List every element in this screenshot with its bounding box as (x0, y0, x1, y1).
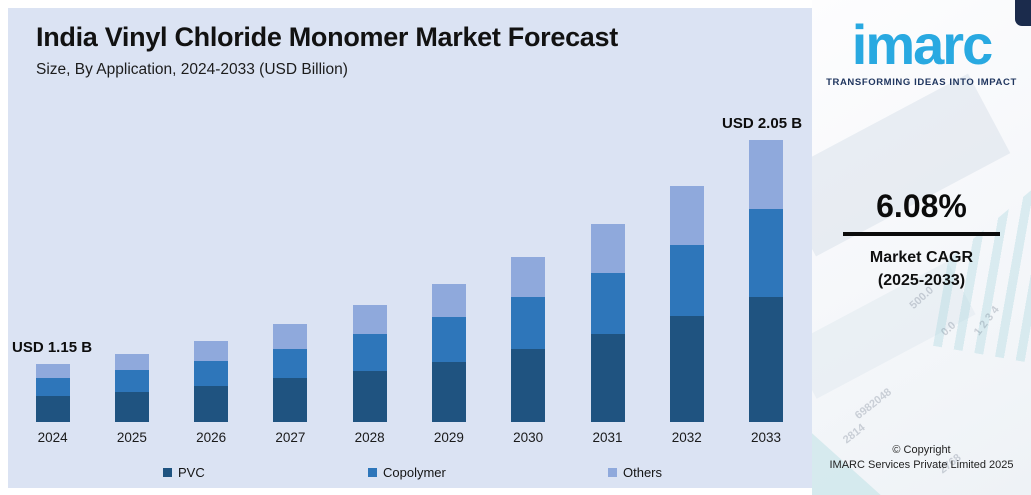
copyright-line2: IMARC Services Private Limited 2025 (829, 458, 1014, 471)
cagr-underline (843, 232, 1000, 236)
imarc-tagline: TRANSFORMING IDEAS INTO IMPACT (826, 76, 1017, 88)
chart-card: India Vinyl Chloride Monomer Market Fore… (8, 8, 812, 488)
cagr-period: (2025-2033) (877, 272, 966, 290)
legend-label: PVC (178, 465, 205, 480)
page-subtitle: Size, By Application, 2024-2033 (USD Bil… (36, 61, 348, 78)
watermark-number: 6982048 (852, 386, 894, 422)
legend-item-pvc: PVC (163, 465, 205, 480)
value-label-2024: USD 1.15 B (12, 339, 93, 356)
legend-swatch-pvc (163, 468, 172, 477)
imarc-logo: imarc TRANSFORMING IDEAS INTO IMPACT (812, 13, 1031, 88)
side-panel: 500.0 0.0 1 2 3 4 6982048 2814 2768 imarc TRA… (812, 0, 1031, 495)
cagr-label: Market CAGR (869, 249, 974, 266)
copyright-line1: © Copyright (892, 444, 951, 456)
legend-item-others: Others (608, 465, 662, 480)
legend-item-copolymer: Copolymer (368, 465, 446, 480)
page-title: India Vinyl Chloride Monomer Market Fore… (36, 22, 618, 52)
imarc-logo-text: imarc (851, 13, 993, 76)
legend-label: Others (623, 465, 663, 480)
corner-tab-decoration (1015, 0, 1031, 26)
legend-swatch-copolymer (368, 468, 377, 477)
value-label-2033: USD 2.05 B (722, 115, 803, 132)
legend-swatch-others (608, 468, 617, 477)
copyright: © Copyright IMARC Services Private Limit… (812, 443, 1031, 473)
cagr-block: 6.08% Market CAGR (2025-2033) (812, 188, 1031, 292)
legend-label: Copolymer (383, 465, 446, 480)
cagr-value: 6.08% (876, 188, 967, 224)
